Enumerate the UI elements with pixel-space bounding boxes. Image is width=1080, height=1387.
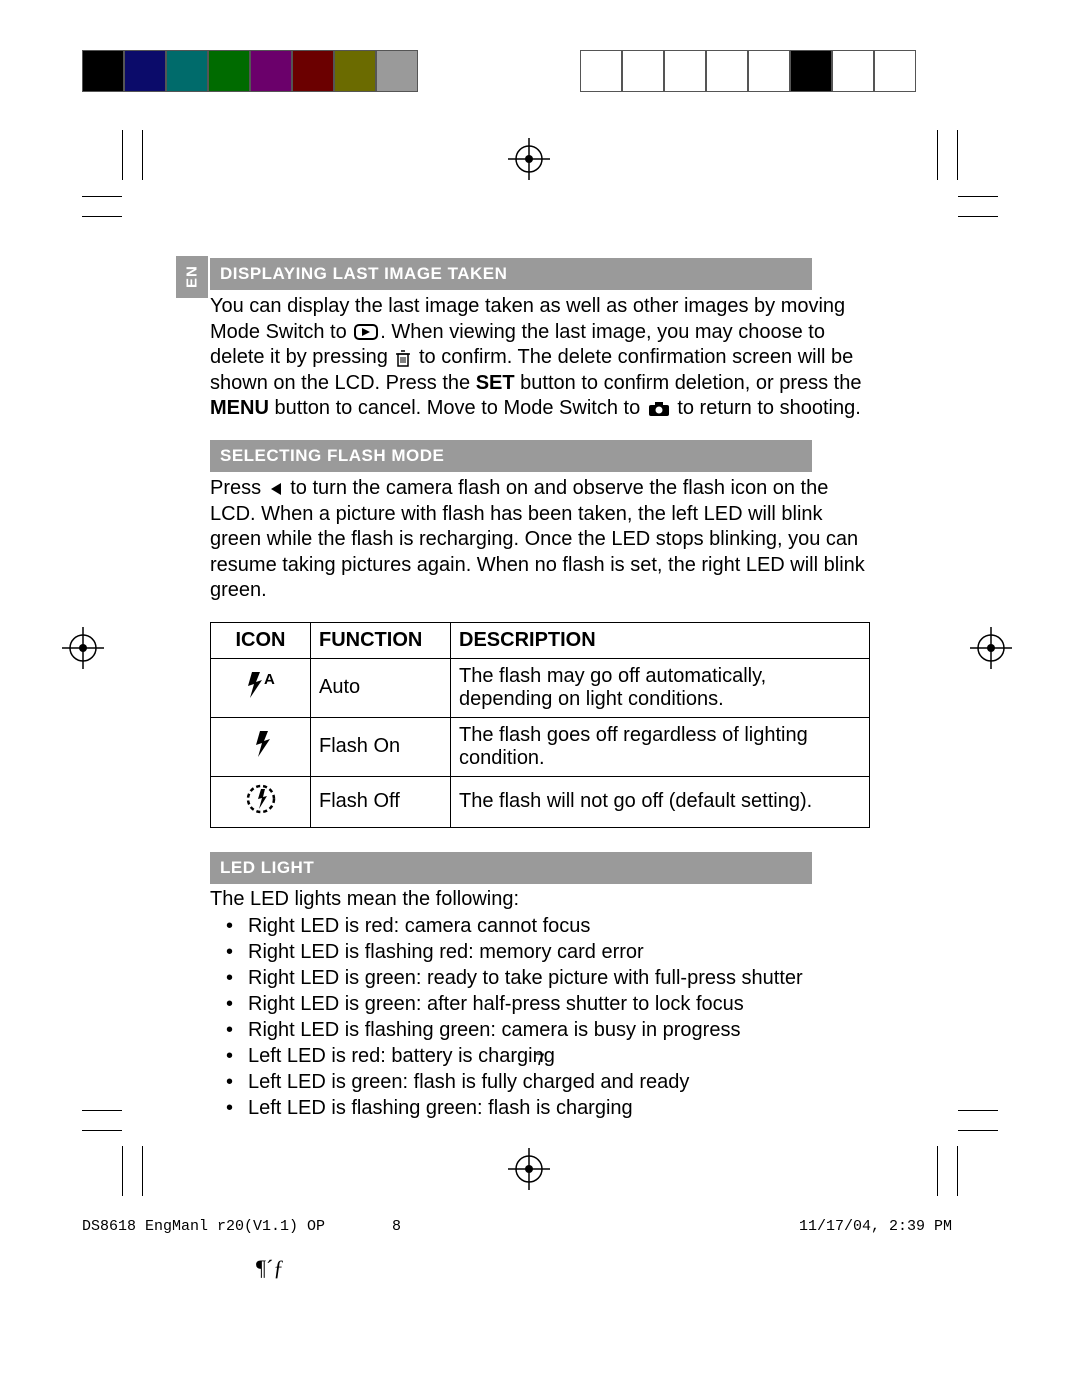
menu-button-label: MENU bbox=[210, 397, 269, 419]
print-footer: DS8618 EngManl r20(V1.1) OP 8 11/17/04, … bbox=[82, 1218, 952, 1235]
cell-fn: Flash Off bbox=[311, 776, 451, 827]
table-row: Flash Off The flash will not go off (def… bbox=[211, 776, 870, 827]
led-intro-text: The LED lights mean the following: bbox=[210, 888, 870, 911]
text: Press bbox=[210, 477, 267, 499]
svg-text:A: A bbox=[264, 671, 275, 688]
page-number: 7 bbox=[0, 1050, 1080, 1070]
list-item: Right LED is flashing red: memory card e… bbox=[248, 939, 870, 965]
section-header-led: LED LIGHT bbox=[210, 852, 812, 884]
section-header-display: DISPLAYING LAST IMAGE TAKEN bbox=[210, 258, 812, 290]
cell-fn: Flash On bbox=[311, 717, 451, 776]
table-header-row: ICON FUNCTION DESCRIPTION bbox=[211, 622, 870, 658]
footer-filename: DS8618 EngManl r20(V1.1) OP bbox=[82, 1218, 325, 1235]
registration-mark-left bbox=[62, 627, 104, 669]
table-row: Flash On The flash goes off regardless o… bbox=[211, 717, 870, 776]
paragraph-flash: Press to turn the camera flash on and ob… bbox=[210, 476, 870, 604]
list-item: Left LED is flashing green: flash is cha… bbox=[248, 1095, 870, 1121]
list-item: Left LED is green: flash is fully charge… bbox=[248, 1069, 870, 1095]
page-content: DISPLAYING LAST IMAGE TAKEN You can disp… bbox=[210, 258, 870, 1121]
trash-icon bbox=[395, 349, 411, 367]
th-description: DESCRIPTION bbox=[451, 622, 870, 658]
flash-mode-table: ICON FUNCTION DESCRIPTION A Auto The fla… bbox=[210, 622, 870, 828]
registration-mark-right bbox=[970, 627, 1012, 669]
flash-on-icon bbox=[211, 717, 311, 776]
cell-desc: The flash may go off automatically, depe… bbox=[451, 658, 870, 717]
flash-auto-icon: A bbox=[211, 658, 311, 717]
cell-desc: The flash goes off regardless of lightin… bbox=[451, 717, 870, 776]
th-function: FUNCTION bbox=[311, 622, 451, 658]
footer-sheet-number: 8 bbox=[392, 1218, 401, 1235]
list-item: Right LED is red: camera cannot focus bbox=[248, 913, 870, 939]
play-mode-icon bbox=[354, 324, 378, 340]
registration-mark-top bbox=[508, 138, 550, 180]
text: to return to shooting. bbox=[672, 397, 861, 419]
cell-desc: The flash will not go off (default setti… bbox=[451, 776, 870, 827]
paragraph-display: You can display the last image taken as … bbox=[210, 294, 870, 422]
table-row: A Auto The flash may go off automaticall… bbox=[211, 658, 870, 717]
footer-glyph: ¶´ƒ bbox=[256, 1255, 284, 1281]
left-arrow-icon bbox=[269, 481, 283, 497]
camera-mode-icon bbox=[648, 401, 670, 417]
th-icon: ICON bbox=[211, 622, 311, 658]
list-item: Right LED is green: after half-press shu… bbox=[248, 991, 870, 1017]
color-calibration-bar-left bbox=[82, 50, 418, 92]
text: button to cancel. Move to Mode Switch to bbox=[269, 397, 646, 419]
set-button-label: SET bbox=[476, 372, 515, 394]
language-tab-en: EN bbox=[176, 256, 208, 298]
text: button to confirm deletion, or press the bbox=[515, 372, 862, 394]
list-item: Right LED is green: ready to take pictur… bbox=[248, 965, 870, 991]
section-header-flash: SELECTING FLASH MODE bbox=[210, 440, 812, 472]
list-item: Right LED is flashing green: camera is b… bbox=[248, 1017, 870, 1043]
flash-off-icon bbox=[211, 776, 311, 827]
cell-fn: Auto bbox=[311, 658, 451, 717]
led-list: Right LED is red: camera cannot focus Ri… bbox=[210, 913, 870, 1121]
color-calibration-bar-right bbox=[580, 50, 916, 92]
registration-mark-bottom bbox=[508, 1148, 550, 1190]
footer-timestamp: 11/17/04, 2:39 PM bbox=[799, 1218, 952, 1235]
text: to turn the camera flash on and observe … bbox=[210, 477, 865, 601]
